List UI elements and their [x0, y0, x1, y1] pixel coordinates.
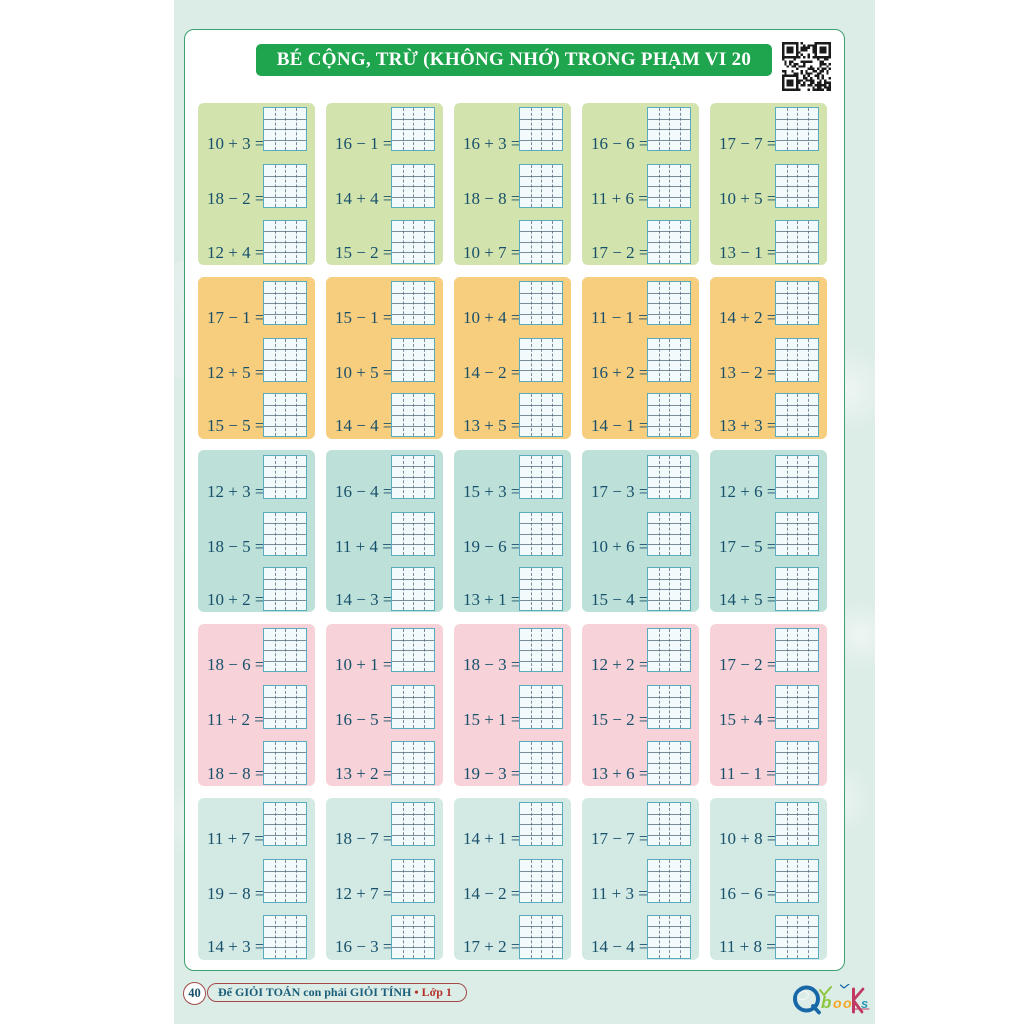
svg-text:o: o: [843, 995, 852, 1011]
svg-text:o: o: [833, 995, 842, 1011]
svg-text:b: b: [821, 993, 831, 1012]
